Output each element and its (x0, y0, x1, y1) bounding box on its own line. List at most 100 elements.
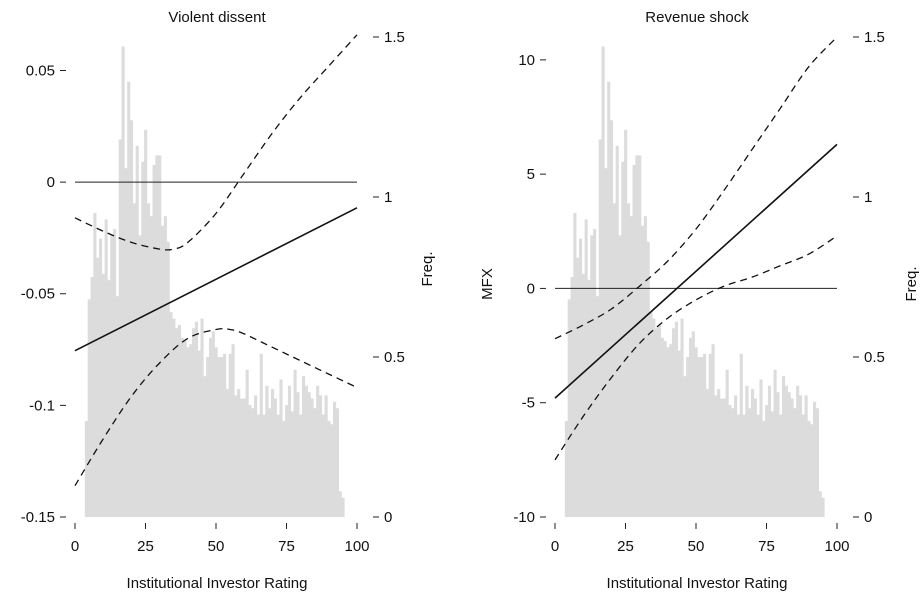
histogram-bar (256, 414, 261, 517)
histogram-bar (621, 161, 625, 518)
histogram-bar (779, 414, 783, 517)
histogram-bar (593, 229, 597, 517)
histogram-bar (141, 161, 145, 518)
histogram-bar (612, 203, 616, 517)
histogram-bar (113, 229, 117, 517)
histogram-bar (115, 296, 120, 517)
y-tick-label: 10 (518, 52, 535, 69)
histogram-bar (146, 203, 151, 517)
histogram-bar (810, 424, 814, 517)
histogram-bar (189, 344, 193, 517)
y-tick-label: 0 (527, 280, 535, 297)
histogram-bar (276, 414, 280, 517)
histogram-bar (796, 385, 800, 517)
histogram-bar (231, 344, 235, 517)
histogram-bar (646, 241, 650, 518)
y-tick-label: 0 (47, 174, 55, 191)
histogram-bar (725, 369, 729, 517)
histogram-bar (324, 395, 328, 517)
histogram-bar (318, 395, 323, 517)
histogram-bar (652, 318, 656, 517)
histogram-bar (302, 376, 306, 517)
histogram-bar (270, 389, 275, 517)
histogram-bar (316, 385, 320, 517)
histogram-bar (158, 155, 162, 517)
histogram-bar (333, 401, 337, 517)
histogram-bar (564, 421, 568, 517)
histogram-bar (804, 395, 808, 517)
x-tick-label: 50 (688, 538, 705, 555)
histogram-bar (688, 337, 693, 517)
x-tick-label: 0 (551, 538, 559, 555)
histogram-bar (310, 398, 314, 517)
histogram-bar (818, 491, 822, 517)
histogram-bar (770, 411, 774, 517)
histogram-bar (203, 376, 207, 517)
histogram-bar (84, 421, 88, 517)
histogram-bar (307, 392, 311, 517)
histogram-bar (815, 408, 819, 517)
histogram-bar (790, 398, 794, 517)
y2-tick-label: 1.5 (864, 29, 885, 46)
histogram-bar (110, 235, 114, 517)
histogram-bar (242, 398, 246, 517)
histogram-bar (149, 216, 153, 517)
histogram-bar (807, 421, 811, 517)
histogram-bar (220, 357, 224, 517)
histogram-bar (672, 328, 676, 517)
y2-tick-label: 0.5 (864, 349, 885, 366)
histogram-bar (598, 139, 602, 517)
histogram-bar (192, 328, 196, 517)
histogram-bar (273, 398, 277, 517)
histogram-bar (748, 408, 752, 517)
histogram-bar (155, 155, 159, 517)
panel-violent-dissent: Violent dissent Institutional Investor R… (21, 9, 436, 592)
histogram-bar (773, 369, 777, 517)
histogram-bar (669, 344, 673, 517)
histogram-bar (753, 398, 757, 517)
histogram-bar (330, 424, 334, 517)
histogram-bar (87, 299, 91, 517)
histogram-bar (604, 168, 608, 517)
histogram-bar (581, 273, 585, 517)
histogram-bar (338, 491, 342, 517)
y-tick-label: -0.05 (21, 286, 55, 303)
histogram-bar (590, 235, 594, 517)
histogram-bar (570, 277, 574, 517)
histogram-bar (285, 405, 289, 517)
histogram-bar (793, 408, 797, 517)
histogram-bar (341, 497, 345, 517)
histogram-bar (107, 280, 111, 517)
histogram-bar (708, 353, 712, 517)
histogram-bar (663, 341, 667, 517)
histogram-bar (172, 318, 176, 517)
histogram-bar (683, 376, 687, 517)
histogram-bar (694, 347, 698, 517)
histogram-bar (601, 46, 605, 517)
histogram-bar (798, 395, 803, 517)
histogram-bar (175, 328, 179, 517)
histogram-bar (666, 347, 670, 517)
histogram-bar (629, 216, 633, 517)
histogram-bar (649, 312, 653, 517)
histogram-bar (728, 405, 732, 517)
histogram-bar (762, 421, 766, 517)
histogram-bar (643, 216, 647, 517)
histogram-bar (742, 414, 746, 517)
histogram-bar (254, 395, 258, 517)
histogram-bar (691, 331, 695, 517)
histogram-bar (821, 497, 825, 517)
histogram-bar (161, 225, 165, 518)
y2-axis-label: Freq. (903, 266, 920, 301)
y2-tick-label: 1.5 (384, 29, 405, 46)
histogram-bar (208, 337, 213, 517)
histogram-bar (578, 238, 583, 517)
marginal-effect-line (74, 207, 358, 352)
histogram-bar (200, 318, 204, 517)
histogram-bar (787, 392, 791, 517)
histogram-bar (144, 129, 148, 518)
histogram-bar (660, 337, 664, 517)
histogram-bar (223, 353, 227, 517)
histogram-bar (813, 401, 817, 517)
x-tick-label: 100 (344, 538, 369, 555)
